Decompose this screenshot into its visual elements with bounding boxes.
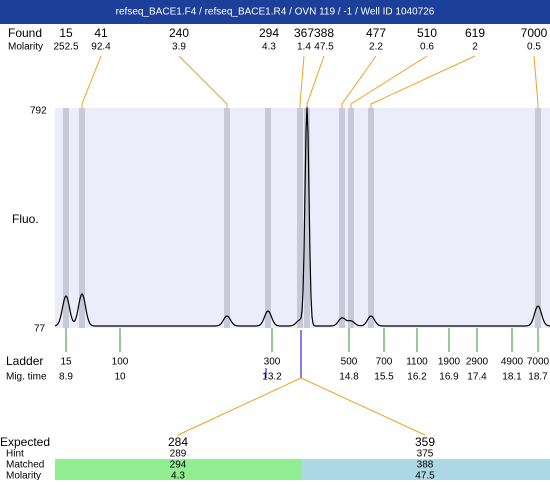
- peak-connector: [341, 55, 377, 108]
- ladder-time: 16.9: [439, 372, 459, 383]
- ladder-time: 13.2: [262, 372, 282, 383]
- found-size: 477: [366, 26, 386, 40]
- connector: [177, 377, 302, 436]
- hint-size: 289: [170, 449, 187, 460]
- expected-label: Expected: [0, 435, 50, 449]
- matched-size: 294: [170, 460, 187, 471]
- ladder-time: 8.9: [59, 372, 73, 383]
- found-molarity: 4.3: [262, 42, 276, 53]
- peak-band: [63, 108, 69, 328]
- expected-size: 284: [168, 435, 188, 449]
- found-molarity: 92.4: [91, 42, 111, 53]
- peak-connector: [81, 55, 102, 108]
- found-molarity: 0.5: [527, 42, 541, 53]
- ladder-size: 500: [341, 357, 358, 368]
- hint-label: Hint: [6, 449, 24, 460]
- found-size: 388: [314, 26, 334, 40]
- ladder-size: 1900: [438, 357, 461, 368]
- found-size: 15: [59, 26, 73, 40]
- ladder-size: 15: [60, 357, 72, 368]
- found-size: 619: [465, 26, 485, 40]
- found-size: 510: [417, 26, 437, 40]
- found-molarity: 2.2: [369, 42, 383, 53]
- peak-band: [297, 108, 303, 328]
- matched-size: 388: [417, 460, 434, 471]
- matched-molarity: 4.3: [171, 471, 185, 480]
- peak-connector: [370, 55, 476, 108]
- expected-size: 359: [415, 435, 435, 449]
- molarity-label: Molarity: [6, 471, 41, 480]
- y-max: 792: [30, 106, 47, 117]
- found-molarity: 1.4: [297, 42, 311, 53]
- ladder-size: 700: [376, 357, 393, 368]
- y-label: Fluo.: [12, 212, 39, 226]
- ladder-time: 15.5: [374, 372, 394, 383]
- ladder-size: 4900: [501, 357, 524, 368]
- found-molarity: 3.9: [172, 42, 186, 53]
- ladder-size: 2900: [466, 357, 489, 368]
- peak-band: [368, 108, 374, 328]
- peak-connector: [178, 55, 228, 108]
- matched-band: [301, 459, 550, 480]
- ladder-time: 18.7: [528, 372, 548, 383]
- ladder-time: 18.1: [502, 372, 522, 383]
- found-molarity: 252.5: [53, 42, 78, 53]
- ladder-time: 16.2: [407, 372, 427, 383]
- found-size: 367: [294, 26, 314, 40]
- ladder-size: 7000: [527, 357, 550, 368]
- ladder-label: Ladder: [6, 354, 43, 368]
- found-size: 7000: [521, 26, 548, 40]
- title: refseq_BACE1.F4 / refseq_BACE1.R4 / OVN …: [116, 7, 435, 18]
- hint-size: 375: [417, 449, 434, 460]
- ladder-time: 14.8: [339, 372, 359, 383]
- found-label: Found: [8, 26, 42, 40]
- ladder-size: 1100: [406, 357, 428, 368]
- peak-band: [304, 108, 310, 328]
- matched-label: Matched: [6, 460, 44, 471]
- title-bar: [0, 0, 550, 24]
- found-molarity: 47.5: [314, 42, 334, 53]
- peak-band: [224, 108, 230, 328]
- found-molarity: 2: [472, 42, 478, 53]
- ladder-time: 10: [114, 372, 126, 383]
- matched-molarity: 47.5: [415, 471, 435, 480]
- y-min: 77: [34, 324, 46, 335]
- trace: [54, 107, 550, 327]
- ladder-size: 100: [112, 357, 129, 368]
- found-size: 240: [169, 26, 189, 40]
- found-size: 294: [259, 26, 279, 40]
- ladder-size: 300: [264, 357, 281, 368]
- peak-band: [339, 108, 345, 328]
- found-size: 41: [94, 26, 108, 40]
- found-molarity: 0.6: [420, 42, 434, 53]
- peak-band: [265, 108, 271, 328]
- peak-connector: [299, 55, 305, 108]
- peak-connector: [533, 55, 539, 108]
- peak-connector: [350, 55, 428, 108]
- peak-band: [79, 108, 85, 328]
- connector: [300, 377, 426, 436]
- peak-connector: [306, 55, 325, 108]
- molarity-label: Molarity: [8, 42, 43, 53]
- mig-time-label: Mig. time: [6, 372, 47, 383]
- matched-band: [55, 459, 301, 480]
- peak-band: [348, 108, 354, 328]
- peak-band: [535, 108, 541, 328]
- ladder-time: 17.4: [467, 372, 487, 383]
